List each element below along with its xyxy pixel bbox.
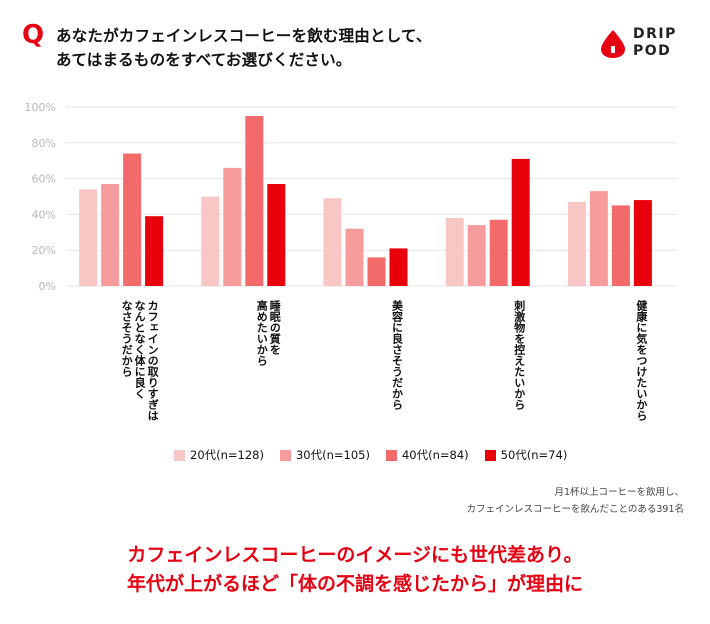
- legend: 20代(n=128) 30代(n=105) 40代(n=84) 50代(n=74…: [174, 447, 567, 463]
- y-tick-label: 20%: [32, 244, 56, 257]
- bar-30s-cat-1: [101, 183, 120, 286]
- bar-30s-cat-4: [467, 225, 486, 286]
- legend-label-20s: 20代(n=128): [190, 448, 264, 462]
- bar-30s-cat-2: [223, 167, 242, 286]
- bar-50s-cat-5: [633, 200, 652, 286]
- y-tick-label: 0%: [39, 280, 56, 293]
- bar-20s-cat-1: [79, 189, 98, 286]
- y-tick-label: 60%: [32, 173, 56, 186]
- bar-20s-cat-3: [323, 198, 342, 286]
- legend-item-30s: 30代(n=105): [279, 447, 370, 463]
- logo-line-1: DRIP: [633, 26, 677, 42]
- y-tick-label: 40%: [32, 208, 56, 221]
- question-mark: Q: [22, 20, 45, 50]
- legend-label-40s: 40代(n=84): [401, 448, 469, 462]
- logo-line-2: POD: [633, 43, 672, 59]
- category-label-4: 刺激物を控えたいから: [512, 300, 526, 410]
- legend-swatch-20s: [174, 449, 185, 461]
- bar-40s-cat-4: [489, 219, 508, 286]
- headline-line-1: カフェインレスコーヒーのイメージにも世代差あり。: [127, 544, 583, 566]
- category-label-1: カフェインの取りすぎは なんとなく体に良く なさそうだから: [120, 300, 160, 421]
- question-text: あなたがカフェインレスコーヒーを飲む理由として、 あてはまるものをすべてお選びく…: [56, 24, 432, 72]
- bar-40s-cat-2: [245, 115, 264, 286]
- note-line-1: 月1杯以上コーヒーを飲用し、: [554, 487, 684, 498]
- legend-item-50s: 50代(n=74): [484, 447, 568, 463]
- question-line-2: あてはまるものをすべてお選びください。: [56, 51, 352, 69]
- bar-40s-cat-5: [611, 205, 630, 286]
- headline-line-2: 年代が上がるほど「体の不調を感じたから」が理由に: [126, 573, 583, 595]
- legend-swatch-30s: [279, 449, 291, 461]
- bar-20s-cat-5: [567, 201, 586, 286]
- bar-50s-cat-3: [389, 248, 408, 286]
- legend-item-20s: 20代(n=128): [174, 447, 264, 463]
- category-label-2: 睡眠の質を 高めたいから: [255, 300, 282, 366]
- logo-text: DRIP POD: [633, 26, 677, 60]
- y-tick-label: 80%: [32, 137, 56, 150]
- bar-50s-cat-2: [267, 183, 286, 286]
- legend-label-50s: 50代(n=74): [500, 448, 568, 462]
- legend-label-30s: 30代(n=105): [295, 448, 370, 462]
- drop-icon: [601, 30, 625, 58]
- drip-pod-logo: DRIP POD: [599, 26, 689, 62]
- bar-30s-cat-3: [345, 228, 364, 286]
- bar-20s-cat-4: [445, 217, 464, 286]
- category-label-3: 美容に良さそうだから: [390, 300, 404, 410]
- legend-swatch-40s: [385, 449, 397, 461]
- category-label-5: 健康に気をつけたいから: [634, 300, 648, 421]
- headline: カフェインレスコーヒーのイメージにも世代差あり。 年代が上がるほど「体の不調を感…: [0, 541, 710, 599]
- bar-50s-cat-1: [145, 216, 164, 286]
- question-line-1: あなたがカフェインレスコーヒーを飲む理由として、: [56, 27, 432, 45]
- bar-chart: 0% 20% 40% 60% 80% 100%: [25, 101, 677, 293]
- legend-swatch-50s: [484, 449, 496, 461]
- note-line-2: カフェインレスコーヒーを飲んだことのある391名: [466, 504, 684, 515]
- y-tick-label: 100%: [25, 101, 56, 114]
- legend-item-40s: 40代(n=84): [385, 447, 469, 463]
- bar-40s-cat-1: [123, 153, 142, 286]
- sample-note: 月1杯以上コーヒーを飲用し、 カフェインレスコーヒーを飲んだことのある391名: [466, 484, 684, 518]
- bar-50s-cat-4: [511, 158, 530, 286]
- bar-40s-cat-3: [367, 257, 386, 286]
- bar-20s-cat-2: [201, 196, 220, 286]
- bar-30s-cat-5: [589, 191, 608, 286]
